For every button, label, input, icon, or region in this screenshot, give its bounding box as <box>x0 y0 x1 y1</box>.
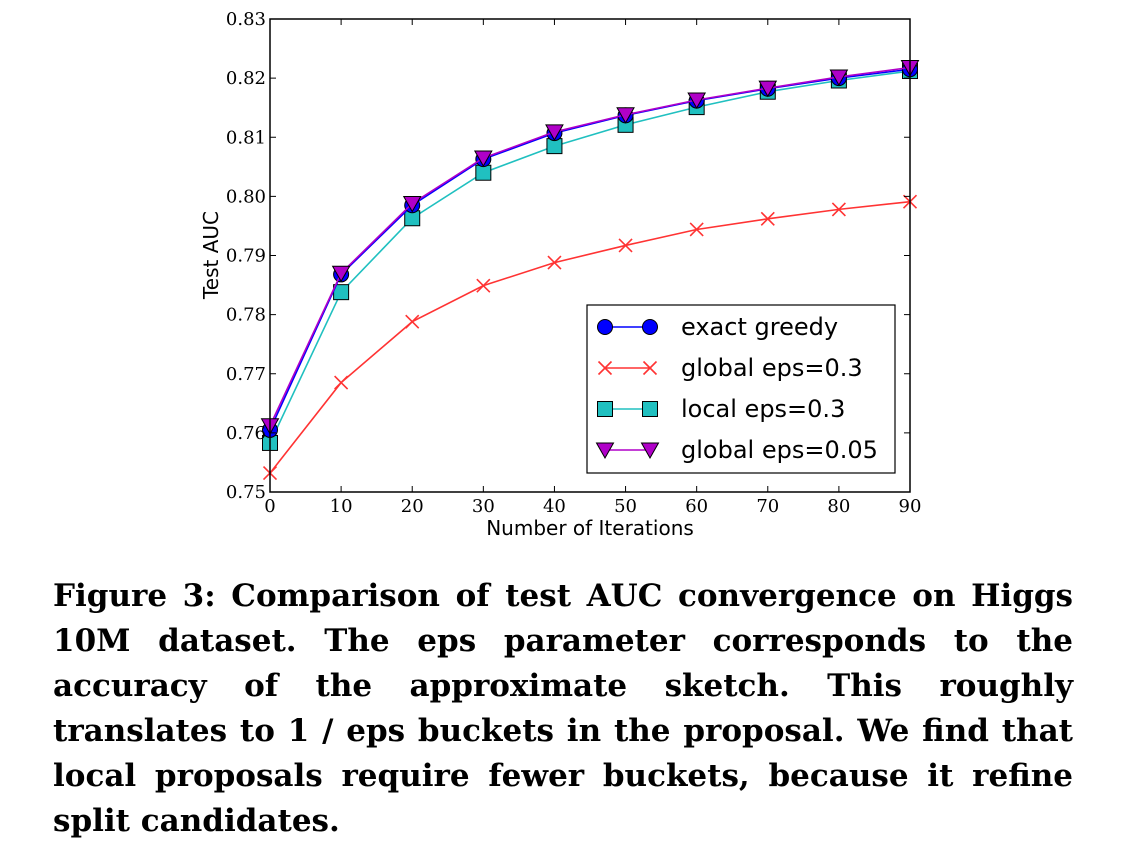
x-axis-label: Number of Iterations <box>486 516 694 540</box>
y-tick-label: 0.78 <box>226 305 266 326</box>
caption-line: to the accuracy of the approximate sketc… <box>53 623 1073 704</box>
series-global-eps-0-3 <box>262 194 918 481</box>
legend-marker <box>597 360 613 376</box>
legend-label: global eps=0.3 <box>681 354 863 382</box>
ticks-layer: 0 10 20 30 40 50 60 70 80 90 0.75 0.76 0.77 0.78 0.79 0… <box>226 9 922 517</box>
x-tick-label: 40 <box>543 496 566 517</box>
legend-marker <box>597 319 613 335</box>
data-point <box>402 195 422 213</box>
legend-entry: local eps=0.3 <box>597 395 845 423</box>
legend-entry: exact greedy <box>597 313 838 341</box>
legend-marker <box>597 401 613 417</box>
y-tick-label: 0.75 <box>226 482 266 503</box>
data-point <box>831 202 846 217</box>
data-point <box>829 69 849 86</box>
auc-convergence-chart: 0 10 20 30 40 50 60 70 80 90 0.75 0.76 0.77 0.78 0.79 0… <box>199 9 922 540</box>
caption-line: Higgs 10M dataset. The eps parameter cor… <box>53 578 1073 659</box>
x-tick-label: 50 <box>614 496 637 517</box>
data-point <box>331 265 351 283</box>
legend: exact greedy global eps=0.3 local eps=0.3 g… <box>586 304 896 474</box>
legend-marker <box>642 360 658 376</box>
y-tick-label: 0.77 <box>226 364 266 385</box>
legend-marker <box>640 442 660 460</box>
y-tick-label: 0.80 <box>226 186 266 207</box>
data-point <box>473 150 493 167</box>
y-tick-label: 0.81 <box>226 127 266 148</box>
data-point <box>545 124 564 141</box>
data-point <box>334 375 349 390</box>
data-point <box>616 107 635 124</box>
data-point <box>405 314 420 329</box>
data-point <box>758 80 778 98</box>
data-point <box>476 278 491 293</box>
x-tick-label: 0 <box>264 496 275 517</box>
data-point <box>618 238 633 253</box>
figure-caption: Figure 3: Comparison of test AUC converg… <box>53 574 1073 844</box>
legend-label: exact greedy <box>681 313 838 341</box>
data-point <box>687 92 707 110</box>
y-tick-label: 0.82 <box>226 68 266 89</box>
legend-marker <box>642 401 658 417</box>
series-layer <box>260 59 920 481</box>
legend-entry: global eps=0.3 <box>597 354 863 382</box>
data-point <box>547 255 562 270</box>
legend-marker <box>595 442 615 460</box>
data-point <box>689 222 704 237</box>
x-tick-label: 30 <box>472 496 495 517</box>
legend-entry: global eps=0.05 <box>595 436 878 464</box>
caption-line: Figure 3: Comparison of test AUC converg… <box>53 578 956 614</box>
legend-marker <box>642 319 658 335</box>
caption-line: roughly translates to 1 / eps buckets in… <box>53 668 1073 749</box>
x-tick-label: 10 <box>330 496 353 517</box>
series-line <box>269 68 911 431</box>
y-tick-label: 0.79 <box>226 246 266 267</box>
caption-line: because it refine split candidates. <box>53 758 1073 839</box>
x-tick-label: 60 <box>685 496 708 517</box>
legend-box <box>586 304 896 474</box>
legend-label: global eps=0.05 <box>681 436 878 464</box>
x-tick-label: 80 <box>827 496 850 517</box>
series-line <box>269 66 911 427</box>
y-axis-label: Test AUC <box>199 211 223 300</box>
x-tick-label: 70 <box>756 496 779 517</box>
x-tick-label: 20 <box>401 496 424 517</box>
caption-line: We find that local proposals require few… <box>53 713 1073 794</box>
data-point <box>475 164 492 181</box>
series-line <box>269 200 911 474</box>
x-tick-label: 90 <box>899 496 922 517</box>
series-line <box>269 70 911 444</box>
legend-label: local eps=0.3 <box>681 395 845 423</box>
data-point <box>760 211 775 226</box>
y-tick-label: 0.83 <box>226 9 266 30</box>
y-tick-label: 0.76 <box>226 423 266 444</box>
